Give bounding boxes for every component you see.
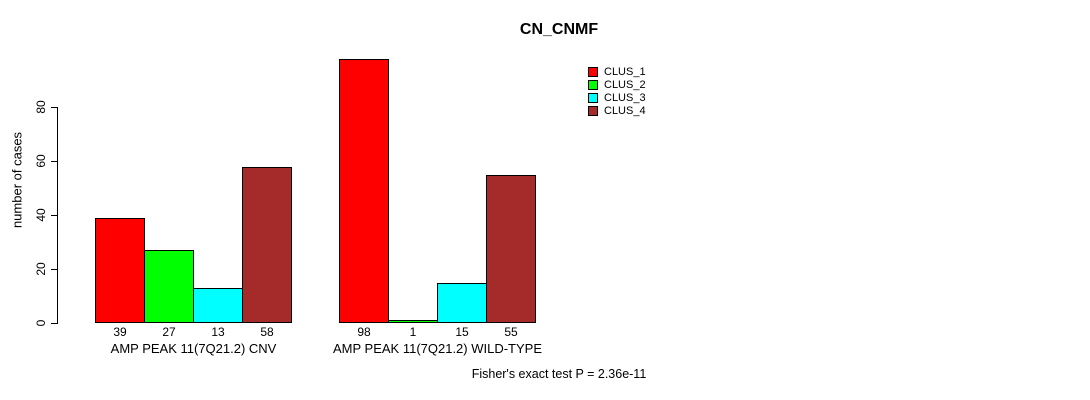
y-axis-line: [57, 107, 58, 324]
bar-value-label: 98: [357, 325, 371, 339]
y-tick-label: 60: [34, 154, 48, 168]
fisher-test-annotation: Fisher's exact test P = 2.36e-11: [471, 367, 647, 381]
bar-value-label: 1: [409, 325, 417, 339]
legend-swatch: [588, 79, 598, 90]
y-tick: [51, 269, 57, 270]
legend-label: CLUS_4: [604, 104, 646, 117]
bar-clus_3-group2: [437, 283, 487, 323]
bar-clus_2-group2: [388, 320, 438, 323]
bar-clus_1-group2: [339, 59, 389, 323]
bar-clus_1-group1: [95, 218, 145, 323]
legend-label: CLUS_1: [604, 65, 646, 78]
bar-value-label: 58: [260, 325, 274, 339]
y-tick: [51, 107, 57, 108]
legend-item-clus_1: CLUS_1: [588, 65, 646, 78]
legend-label: CLUS_2: [604, 78, 646, 91]
legend-item-clus_3: CLUS_3: [588, 91, 646, 104]
y-tick-label: 20: [34, 262, 48, 276]
bar-value-label: 27: [162, 325, 176, 339]
y-tick: [51, 161, 57, 162]
legend-label: CLUS_3: [604, 91, 646, 104]
y-tick: [51, 215, 57, 216]
bar-clus_4-group1: [242, 167, 292, 323]
y-tick: [51, 323, 57, 324]
category-label: AMP PEAK 11(7Q21.2) CNV: [110, 341, 277, 356]
legend-swatch: [588, 66, 598, 77]
bar-clus_2-group1: [144, 250, 194, 323]
bar-value-label: 55: [504, 325, 518, 339]
y-tick-label: 80: [34, 100, 48, 114]
y-axis-label: number of cases: [9, 131, 25, 229]
y-tick-label: 40: [34, 208, 48, 222]
y-tick-label: 0: [34, 319, 48, 327]
bar-clus_3-group1: [193, 288, 243, 323]
legend-swatch: [588, 105, 598, 116]
bar-value-label: 39: [113, 325, 127, 339]
legend-item-clus_4: CLUS_4: [588, 104, 646, 117]
bar-clus_4-group2: [486, 175, 536, 323]
chart-title: CN_CNMF: [519, 21, 599, 38]
bar-value-label: 15: [455, 325, 469, 339]
legend-swatch: [588, 92, 598, 103]
category-label: AMP PEAK 11(7Q21.2) WILD-TYPE: [332, 341, 543, 356]
legend-item-clus_2: CLUS_2: [588, 78, 646, 91]
legend: CLUS_1 CLUS_2 CLUS_3 CLUS_4: [588, 65, 646, 117]
bar-value-label: 13: [211, 325, 225, 339]
